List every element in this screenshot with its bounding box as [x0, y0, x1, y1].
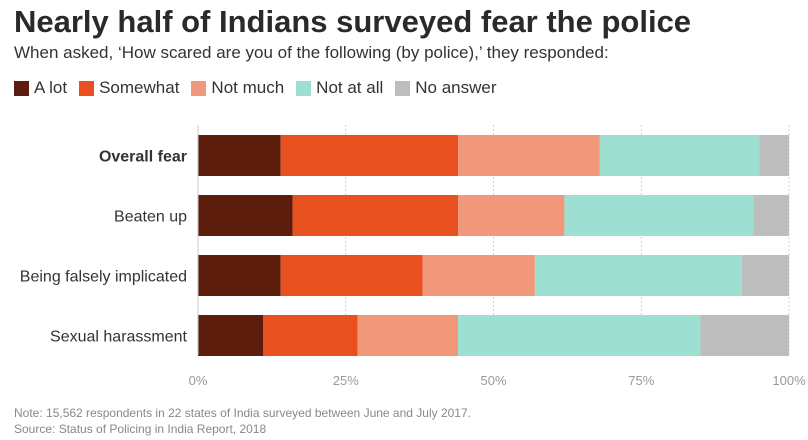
bar-beaten-up-not-at-all — [564, 195, 754, 236]
bar-being-falsely-implicated-not-at-all — [534, 255, 742, 296]
legend-item-not-at-all: Not at all — [296, 78, 383, 98]
legend-label-a-lot: A lot — [34, 78, 68, 97]
category-label-sexual-harassment: Sexual harassment — [50, 329, 188, 346]
legend-label-not-much: Not much — [211, 78, 285, 97]
bar-overall-fear-no-answer — [759, 135, 789, 176]
legend-swatch-a-lot — [14, 80, 29, 96]
legend-swatch-somewhat — [79, 80, 95, 96]
legend-label-no-answer: No answer — [415, 78, 497, 97]
legend-item-a-lot: A lot — [14, 78, 67, 98]
chart-subtitle: When asked, ‘How scared are you of the f… — [14, 43, 609, 62]
bar-beaten-up-a-lot — [198, 195, 293, 236]
bar-being-falsely-implicated-not-much — [422, 255, 535, 296]
x-tick-label-0: 0% — [189, 373, 208, 388]
legend: A lot Somewhat Not much Not at all No an… — [14, 78, 509, 98]
bar-beaten-up-no-answer — [753, 195, 789, 236]
x-tick-label-25: 25% — [333, 373, 359, 388]
bar-beaten-up-not-much — [458, 195, 565, 236]
bar-being-falsely-implicated-a-lot — [198, 255, 281, 296]
category-label-being-falsely-implicated: Being falsely implicated — [20, 269, 187, 286]
bar-sexual-harassment-a-lot — [198, 315, 264, 356]
bar-overall-fear-not-much — [458, 135, 600, 176]
bar-overall-fear-somewhat — [280, 135, 459, 176]
x-tick-label-75: 75% — [628, 373, 654, 388]
bar-beaten-up-somewhat — [292, 195, 459, 236]
legend-item-no-answer: No answer — [395, 78, 497, 98]
bar-being-falsely-implicated-no-answer — [741, 255, 789, 296]
bar-sexual-harassment-not-at-all — [458, 315, 701, 356]
legend-label-somewhat: Somewhat — [99, 78, 180, 97]
category-label-beaten-up: Beaten up — [114, 209, 187, 226]
bar-being-falsely-implicated-somewhat — [280, 255, 423, 296]
bar-sexual-harassment-somewhat — [263, 315, 358, 356]
footnote-note: Note: 15,562 respondents in 22 states of… — [14, 406, 471, 420]
x-tick-label-50: 50% — [480, 373, 506, 388]
legend-item-somewhat: Somewhat — [79, 78, 179, 98]
category-label-overall-fear: Overall fear — [99, 149, 187, 166]
legend-swatch-not-much — [191, 80, 207, 96]
legend-swatch-not-at-all — [296, 80, 312, 96]
bar-overall-fear-a-lot — [198, 135, 281, 176]
legend-label-not-at-all: Not at all — [316, 78, 384, 97]
chart-title: Nearly half of Indians surveyed fear the… — [14, 4, 692, 39]
bar-overall-fear-not-at-all — [599, 135, 760, 176]
stacked-bar-chart: Overall fear Beaten up Being falsely impli… — [20, 125, 806, 388]
legend-item-not-much: Not much — [191, 78, 284, 98]
footnote-source: Source: Status of Policing in India Repo… — [14, 422, 267, 436]
x-tick-label-100: 100% — [772, 373, 806, 388]
legend-swatch-no-answer — [395, 80, 411, 96]
bar-sexual-harassment-no-answer — [700, 315, 789, 356]
bar-sexual-harassment-not-much — [357, 315, 459, 356]
